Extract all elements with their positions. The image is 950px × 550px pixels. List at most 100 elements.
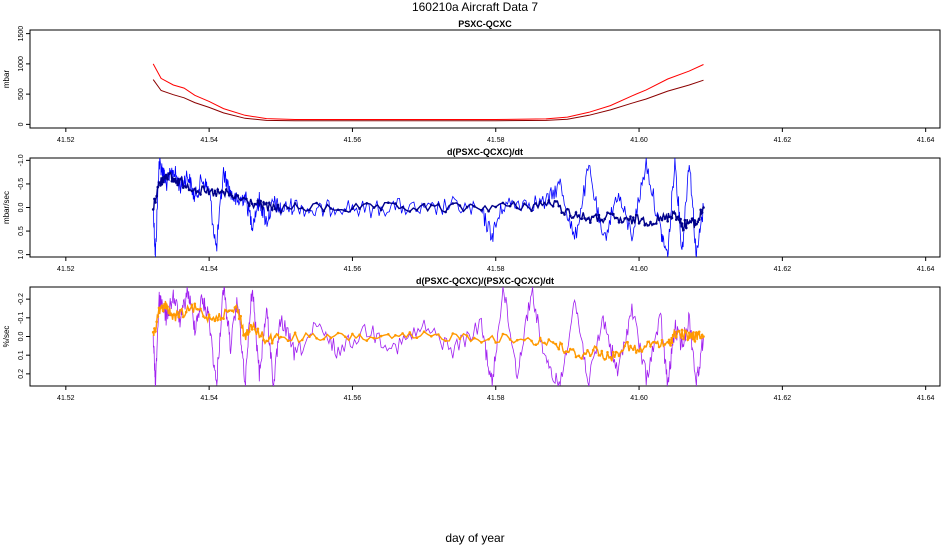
series-point: [184, 310, 188, 314]
series-point: [666, 220, 669, 223]
series-point: [259, 334, 263, 338]
series-point: [686, 338, 690, 341]
series-point: [308, 335, 311, 339]
series-point: [657, 218, 661, 222]
series-point: [233, 196, 237, 199]
panel-title-psxc-qcxc: PSXC-QCXC: [458, 19, 512, 29]
series-point: [465, 334, 469, 338]
series-point: [547, 338, 551, 341]
y-axis-label-relative-derivative: %/sec: [2, 326, 11, 348]
y-tick-label: 0.5: [18, 226, 25, 236]
series-point: [162, 309, 165, 313]
series-point: [640, 350, 644, 353]
series-point: [401, 332, 404, 335]
x-tick-label: 41.60: [630, 395, 648, 402]
series-point: [543, 201, 546, 205]
x-axis-label: day of year: [445, 531, 505, 545]
series-point: [699, 336, 702, 340]
series-point: [182, 315, 185, 319]
series-point: [248, 330, 251, 333]
series-point: [675, 335, 678, 339]
series-point: [315, 201, 318, 205]
series-point: [670, 341, 674, 345]
series-point: [159, 306, 162, 310]
series-point: [444, 210, 447, 214]
series-point: [268, 336, 271, 340]
y-tick-label: 500: [18, 88, 25, 100]
series-point: [583, 217, 586, 220]
series-point: [646, 340, 649, 344]
series-point: [222, 191, 225, 194]
series-point: [685, 226, 688, 230]
x-tick-label: 41.58: [487, 266, 505, 273]
series-point: [154, 330, 157, 333]
series-point: [273, 335, 277, 338]
series-point: [501, 201, 505, 205]
x-tick-label: 41.64: [917, 266, 935, 273]
y-tick-label: -0.5: [18, 178, 25, 190]
series-point: [571, 348, 575, 351]
series-point: [634, 351, 638, 354]
series-point: [437, 333, 440, 336]
series-point: [458, 204, 462, 207]
series-line-derivative-a: [152, 158, 704, 257]
x-tick-label: 41.62: [774, 395, 792, 402]
series-point: [600, 218, 604, 222]
series-point: [649, 220, 652, 224]
series-point: [187, 188, 191, 192]
series-point: [207, 192, 211, 196]
series-point: [315, 337, 318, 340]
series-point: [230, 309, 234, 313]
series-point: [246, 333, 250, 336]
series-point: [237, 317, 241, 321]
series-point: [591, 348, 595, 352]
series-point: [652, 222, 655, 226]
series-point: [219, 191, 222, 194]
series-point: [415, 336, 419, 340]
series-point: [614, 216, 618, 220]
series-point: [250, 202, 254, 206]
series-point: [494, 205, 498, 209]
x-tick-label: 41.52: [57, 395, 75, 402]
y-tick-label: 0: [18, 122, 25, 126]
series-point: [154, 201, 157, 204]
series-point: [626, 340, 629, 344]
series-point: [169, 171, 172, 175]
series-point: [670, 216, 674, 220]
series-point: [574, 355, 578, 359]
series-line-psxc-qcxc-a: [152, 63, 704, 120]
series-point: [523, 338, 526, 342]
series-point: [199, 193, 202, 196]
series-point: [351, 207, 354, 210]
series-point: [677, 329, 681, 333]
series-point: [322, 209, 326, 213]
series-point: [637, 221, 641, 225]
series-point: [655, 341, 658, 345]
series-point: [279, 211, 283, 214]
series-point: [693, 340, 697, 343]
series-point: [270, 341, 274, 345]
series-point: [358, 207, 361, 210]
series-point: [530, 209, 533, 213]
series-point: [577, 354, 581, 358]
x-tick-label: 41.56: [344, 266, 362, 273]
series-point: [265, 339, 268, 343]
series-point: [620, 221, 624, 224]
series-point: [451, 202, 455, 205]
series-point: [612, 350, 615, 354]
series-point: [301, 338, 304, 342]
x-tick-label: 41.58: [487, 395, 505, 402]
series-point: [700, 211, 704, 214]
series-point: [699, 208, 702, 212]
series-point: [657, 345, 661, 349]
series-point: [530, 339, 533, 343]
series-point: [233, 306, 237, 309]
series-point: [480, 209, 483, 212]
x-tick-label: 41.54: [200, 266, 218, 273]
series-point: [253, 328, 257, 331]
series-point: [614, 350, 618, 354]
series-point: [637, 349, 641, 353]
series-point: [164, 173, 168, 177]
series-point: [523, 202, 526, 205]
series-point: [365, 339, 369, 342]
